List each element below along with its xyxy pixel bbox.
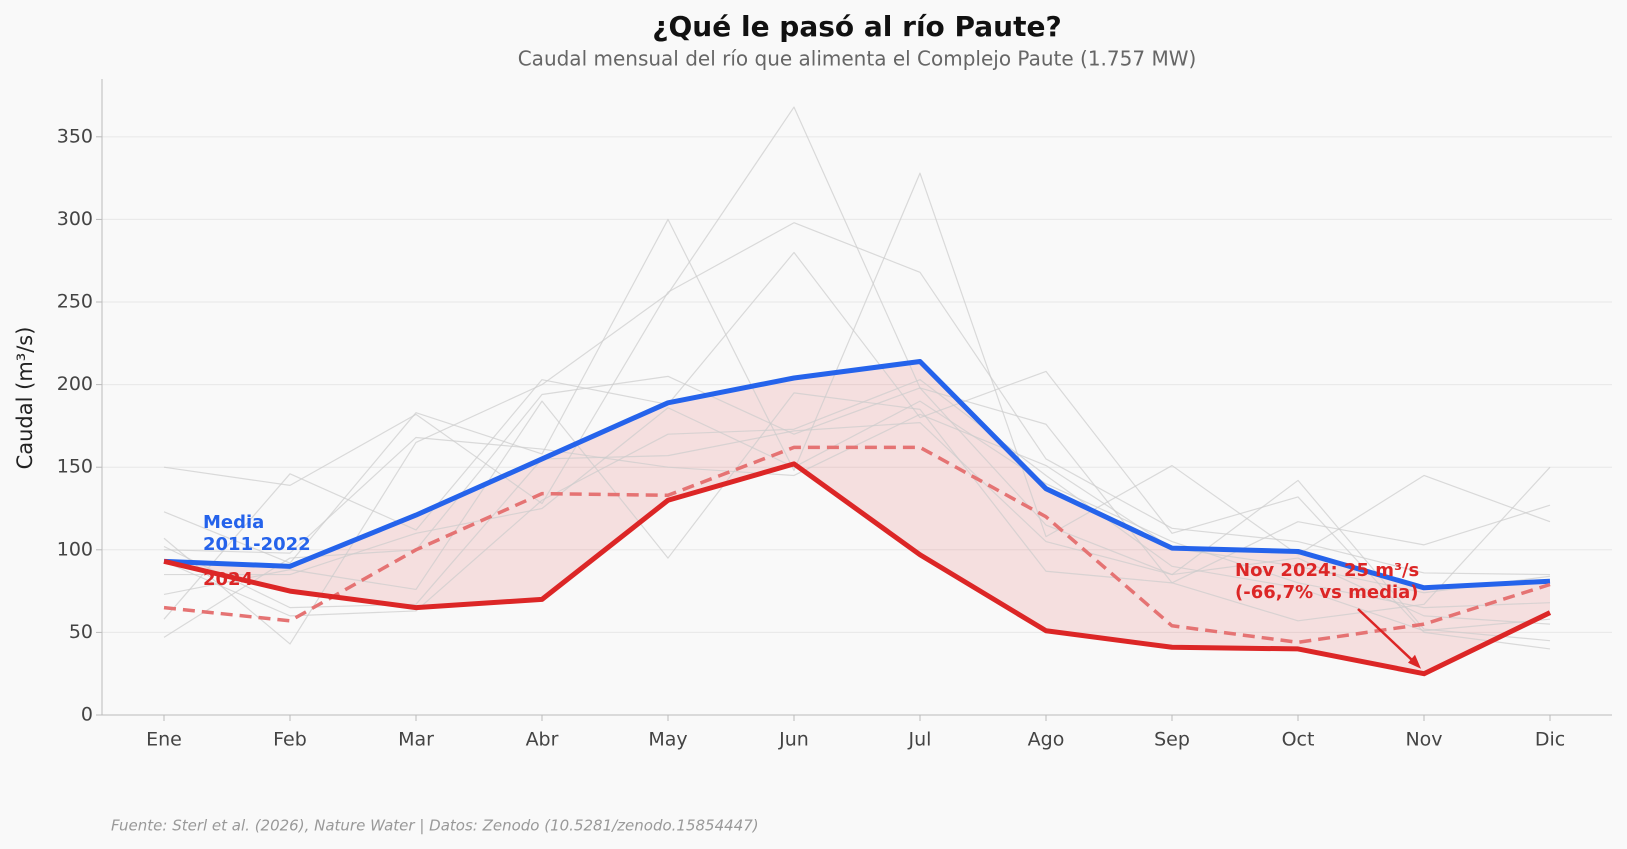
x-tick-label: May — [648, 729, 687, 751]
history-line — [163, 172, 1551, 564]
chart-subtitle: Caudal mensual del río que alimenta el C… — [518, 47, 1197, 71]
y-tick-label: 200 — [57, 373, 93, 395]
y-tick-label: 250 — [57, 291, 93, 313]
annotation: 2011-2022 — [203, 534, 311, 555]
x-tick-label: Jun — [778, 729, 809, 751]
annotation: Nov 2024: 25 m³/s — [1235, 560, 1419, 581]
arrow-head — [1408, 654, 1421, 669]
series-line — [163, 461, 1552, 677]
y-tick-label: 50 — [69, 621, 93, 643]
y-tick-label: 150 — [57, 456, 93, 478]
y-tick-label: 0 — [81, 704, 93, 726]
x-tick-label: Ene — [146, 729, 182, 751]
series-line — [163, 445, 1551, 645]
y-tick-label: 300 — [57, 208, 93, 230]
x-tick-label: Feb — [273, 729, 307, 751]
history-line — [164, 400, 1551, 609]
gap-area — [164, 361, 1550, 674]
series-line — [163, 358, 1551, 591]
x-tick-label: Abr — [526, 729, 559, 751]
history-line — [163, 222, 1551, 576]
x-tick-label: Mar — [398, 729, 434, 751]
annotation: (-66,7% vs media) — [1235, 582, 1419, 603]
x-tick-label: Jul — [908, 729, 932, 751]
history-line — [163, 251, 1551, 650]
source-note: Fuente: Sterl et al. (2026), Nature Wate… — [111, 817, 759, 835]
history-line — [163, 413, 1551, 594]
y-axis-label: Caudal (m³/s) — [13, 327, 37, 470]
annotation-arrow — [1357, 608, 1419, 667]
x-tick-label: Oct — [1282, 729, 1315, 751]
annotation: Media — [203, 512, 264, 533]
chart-title: ¿Qué le pasó al río Paute? — [652, 10, 1062, 43]
x-tick-label: Sep — [1154, 729, 1190, 751]
y-tick-label: 100 — [57, 538, 93, 560]
x-tick-label: Ago — [1028, 729, 1065, 751]
y-tick-label: 350 — [57, 125, 93, 147]
history-line — [163, 379, 1551, 632]
history-line — [163, 392, 1551, 622]
history-line — [163, 375, 1551, 638]
x-tick-label: Nov — [1405, 729, 1442, 751]
x-tick-label: Dic — [1535, 729, 1565, 751]
annotation: 2024 — [203, 569, 253, 590]
